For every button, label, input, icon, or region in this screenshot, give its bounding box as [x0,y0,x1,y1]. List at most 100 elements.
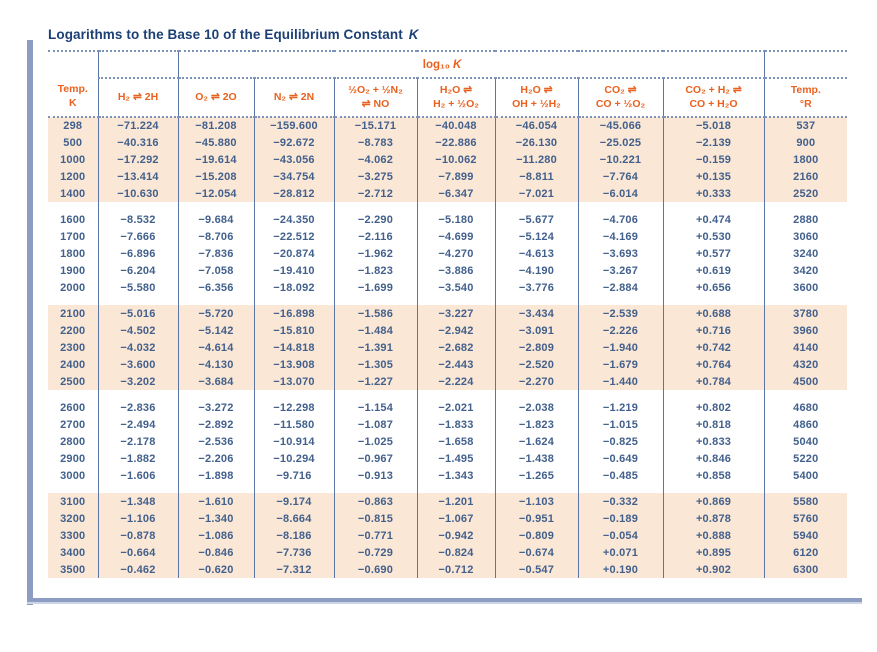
log-k-value-cell: −4.169 [577,228,663,245]
log-k-value-cell: −0.712 [416,561,495,578]
log-k-value-cell: −1.679 [577,356,663,373]
log-k-value-cell: −1.833 [416,416,495,433]
log-k-value-cell: −46.054 [494,117,578,134]
table-row: 1000 −17.292 −19.614 −43.056 −4.062 −10.062 −1… [48,151,848,168]
table-row: 2700 −2.494 −2.892 −11.580 −1.087 −1.833 −1.82… [48,416,848,433]
col-header-h2o-h2o2: H₂O ⇌ H₂ + ½O₂ [416,78,495,118]
log-k-value-cell: −4.062 [333,151,417,168]
log-k-value-cell: −2.178 [97,433,178,450]
log-k-value-cell: −1.495 [416,450,495,467]
table-title-text: Logarithms to the Base 10 of the Equilib… [48,27,403,42]
temp-r-cell: 4140 [763,339,848,356]
temp-r-cell: 5220 [763,450,848,467]
log-k-value-cell: −3.227 [416,305,495,322]
log-k-value-cell: −0.913 [333,467,417,484]
log-k-value-cell: −1.305 [333,356,417,373]
log-k-value-cell: −0.462 [97,561,178,578]
log-k-value-cell: −0.815 [333,510,417,527]
log-k-value-cell: −2.116 [333,228,417,245]
column-header-row: Temp. K H₂ ⇌ 2H O₂ ⇌ 2O N₂ ⇌ 2N ½O₂ + ½N… [48,78,848,118]
log-k-value-cell: −18.092 [253,279,334,296]
table-row: 2400 −3.600 −4.130 −13.908 −1.305 −2.443 −2.52… [48,356,848,373]
log-k-value-cell: −0.547 [494,561,578,578]
log-k-value-cell: −1.699 [333,279,417,296]
log-k-value-cell: −10.221 [577,151,663,168]
log-k-value-cell: −2.494 [97,416,178,433]
col-header-h2-2h: H₂ ⇌ 2H [97,78,178,118]
log-k-value-cell: −1.823 [494,416,578,433]
log-k-value-cell: −1.624 [494,433,578,450]
log-k-value-cell: +0.190 [577,561,663,578]
log-k-value-cell: −11.580 [253,416,334,433]
log-k-value-cell: −1.265 [494,467,578,484]
log-k-value-cell: −92.672 [253,134,334,151]
temp-r-cell: 2160 [763,168,848,185]
temp-k-cell: 1200 [48,168,98,185]
log-k-value-cell: −2.942 [416,322,495,339]
log-k-value-cell: −6.356 [177,279,254,296]
log-k-value-cell: −1.086 [177,527,254,544]
log-k-value-cell: −12.298 [253,399,334,416]
log-k-value-cell: −4.613 [494,245,578,262]
log-k-value-cell: +0.878 [662,510,765,527]
log-k-value-cell: −81.208 [177,117,254,134]
temp-k-cell: 2800 [60,435,86,448]
log-k-value-cell: −3.275 [333,168,417,185]
log-k-value-cell: −2.836 [97,399,178,416]
log-k-value-cell: −6.014 [577,185,663,202]
table-row: 2900 −1.882 −2.206 −10.294 −0.967 −1.495 −1.43… [48,450,848,467]
log-k-value-cell: −8.664 [253,510,334,527]
log-k-value-cell: −5.720 [177,305,254,322]
table-row: 2800 −2.178 −2.536 −10.914 −1.025 −1.658 −1.62… [48,433,848,450]
log-k-value-cell: −3.693 [577,245,663,262]
log-k-value-cell: −4.032 [97,339,178,356]
log-k-value-cell: −5.677 [494,211,578,228]
log-k-value-cell: −8.811 [494,168,578,185]
log-k-value-cell: −1.067 [416,510,495,527]
temp-r-cell: 3420 [763,262,848,279]
log-k-value-cell: −3.272 [177,399,254,416]
log-k-value-cell: −0.674 [494,544,578,561]
table-row: 3100 −1.348 −1.610 −9.174 −0.863 −1.201 −1.103… [48,493,848,510]
log-k-value-cell: −0.729 [333,544,417,561]
table-row: 1700 −7.666 −8.706 −22.512 −2.116 −4.699 −5.12… [48,228,848,245]
log-k-value-cell: −0.620 [177,561,254,578]
banner-temp-k-spacer [48,50,98,78]
log-k-value-cell: −4.699 [416,228,495,245]
table-row: 2000 −5.580 −6.356 −18.092 −1.699 −3.540 −3.77… [48,279,848,296]
log-k-value-cell: +0.333 [662,185,765,202]
log-k-value-cell: +0.135 [662,168,765,185]
log-k-value-cell: +0.784 [662,373,765,390]
log-k-value-cell: −2.443 [416,356,495,373]
log-k-value-cell: −4.706 [577,211,663,228]
table-row: 500 −40.316 −45.880 −92.672 −8.783 −22.886 −26… [48,134,848,151]
table-row: 3500 −0.462 −0.620 −7.312 −0.690 −0.712 −0.547… [48,561,848,578]
log-k-value-cell: −9.684 [177,211,254,228]
log-k-value-cell: −3.776 [494,279,578,296]
log-k-value-cell: −15.171 [333,117,417,134]
log-k-value-cell: −6.347 [416,185,495,202]
log-k-value-cell: −1.391 [333,339,417,356]
log-k-value-cell: +0.577 [662,245,765,262]
log-k-value-cell: −1.882 [97,450,178,467]
group-spacer-row [48,484,848,493]
log-k-value-cell: −1.610 [177,493,254,510]
temp-r-cell: 537 [763,117,848,134]
temp-k-cell: 1900 [60,264,86,277]
col-header-no: ½O₂ + ½N₂ ⇌ NO [333,78,417,118]
log-k-value-cell: −2.290 [333,211,417,228]
log-k-value-cell: −10.630 [97,185,178,202]
table-row: 2500 −3.202 −3.684 −13.070 −1.227 −2.224 −2.27… [48,373,848,390]
log-k-value-cell: −0.878 [97,527,178,544]
log-k-value-cell: −0.159 [662,151,765,168]
log-k-value-cell: −1.201 [416,493,495,510]
log-k-value-cell: −3.267 [577,262,663,279]
log-k-value-cell: −4.614 [177,339,254,356]
log-k-value-cell: +0.656 [662,279,765,296]
bottom-accent-bar [27,598,862,604]
table-row: 3000 −1.606 −1.898 −9.716 −0.913 −1.343 −1.265… [48,467,848,484]
temp-r-cell: 4320 [763,356,848,373]
log-k-value-cell: +0.688 [662,305,765,322]
temp-k-cell: 2600 [60,401,86,414]
